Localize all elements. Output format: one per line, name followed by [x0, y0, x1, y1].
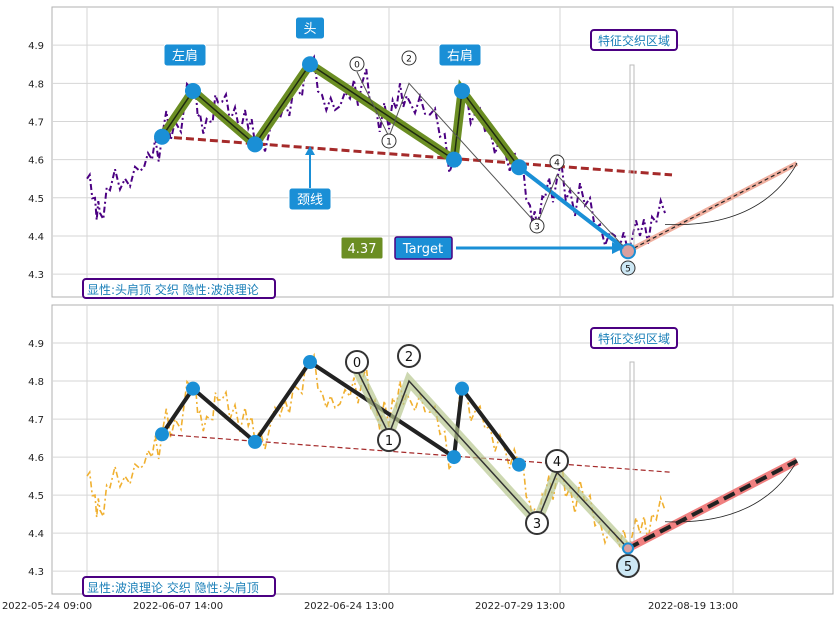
hs-node — [247, 136, 263, 153]
hs-node — [511, 159, 527, 176]
wave-label-0: 0 — [354, 61, 360, 71]
wave-label-circle — [381, 133, 397, 149]
corner-label-box — [82, 278, 276, 299]
hs-node — [248, 434, 262, 449]
hs-node — [455, 381, 469, 396]
x-tick-label: 2022-05-24 09:00 — [2, 601, 92, 612]
head-label: 头 — [303, 22, 316, 37]
right-shoulder-label-box — [438, 43, 482, 67]
x-axis: 2022-05-24 09:00 2022-06-07 14:00 2022-06-… — [2, 601, 738, 612]
target-node — [622, 542, 634, 555]
y-tick-label: 4.5 — [28, 491, 44, 502]
hs-node — [454, 82, 470, 99]
target-value-box — [340, 236, 384, 260]
wave-label-5: 5 — [625, 265, 631, 275]
y-tick-label: 4.4 — [28, 232, 44, 243]
y-tick-label: 4.7 — [28, 415, 44, 426]
zone-label-box — [590, 29, 678, 51]
target-label-box — [394, 236, 453, 260]
price-series — [86, 54, 666, 255]
projection-curve — [664, 460, 798, 523]
hs-node — [154, 128, 170, 145]
wave-line — [356, 369, 629, 549]
wave-label-circle — [345, 350, 369, 374]
left-shoulder-label: 左肩 — [172, 48, 198, 64]
wave-label-circle — [545, 449, 569, 473]
wave-label-4: 4 — [554, 159, 560, 169]
wave-label-0: 0 — [353, 356, 361, 371]
wave-label-circle — [616, 554, 640, 578]
wave-label-circle — [401, 50, 417, 66]
y-tick-label: 4.9 — [28, 339, 44, 350]
projection-line — [627, 162, 798, 252]
neckline-pointer-head — [305, 146, 315, 155]
y-tick-label: 4.8 — [28, 79, 44, 90]
hs-node — [186, 381, 200, 396]
hs-node — [302, 56, 318, 73]
wave-label-4: 4 — [553, 455, 561, 470]
target-arrow-head — [612, 242, 624, 254]
target-label: Target — [402, 242, 443, 257]
hs-node — [303, 355, 317, 370]
right-shoulder-label: 右肩 — [447, 48, 473, 64]
head-label-box — [295, 16, 325, 40]
x-tick-label: 2022-06-07 14:00 — [133, 601, 223, 612]
y-tick-label: 4.6 — [28, 453, 44, 464]
x-tick-label: 2022-08-19 13:00 — [648, 601, 738, 612]
wave-label-1: 1 — [386, 138, 392, 148]
wave-label-2: 2 — [406, 55, 412, 65]
wave-label-3: 3 — [534, 223, 540, 233]
wave-label-circle — [549, 154, 565, 170]
y-tick-label: 4.3 — [28, 270, 44, 281]
wave-label-circle — [620, 260, 636, 276]
hs-node — [446, 151, 462, 168]
wave-label-5: 5 — [624, 560, 632, 575]
wave-label-circle — [377, 428, 401, 452]
x-tick-label: 2022-07-29 13:00 — [475, 601, 565, 612]
wave-label-3: 3 — [533, 517, 541, 532]
target-projection — [517, 165, 630, 253]
neckline — [161, 433, 673, 473]
y-tick-label: 4.4 — [28, 529, 44, 540]
wave-line — [356, 71, 629, 252]
y-tick-label: 4.5 — [28, 194, 44, 205]
y-tick-label: 4.6 — [28, 156, 44, 167]
wave-label-2: 2 — [405, 350, 413, 365]
x-tick-label: 2022-06-24 13:00 — [304, 601, 394, 612]
hs-node — [155, 427, 169, 442]
left-shoulder-label-box — [163, 43, 207, 67]
corner-label: 显性:头肩顶 交织 隐性:波浪理论 — [87, 282, 259, 297]
hs-node — [185, 82, 201, 99]
target-node — [620, 243, 636, 260]
zone-label-box — [590, 327, 678, 349]
projection-line — [627, 459, 798, 551]
target-value: 4.37 — [348, 242, 377, 257]
neckline-label: 颈线 — [297, 193, 323, 208]
corner-label: 显性:波浪理论 交织 隐性:头肩顶 — [87, 580, 259, 595]
wave-label-circle — [525, 511, 549, 535]
y-tick-label: 4.8 — [28, 377, 44, 388]
wave-label-circle — [397, 344, 421, 368]
wave-label-1: 1 — [385, 434, 393, 449]
y-tick-label: 4.9 — [28, 41, 44, 52]
hs-node — [447, 450, 461, 465]
wave-label-circle — [529, 218, 545, 234]
bottom-panel: 4.3 4.4 4.5 4.6 4.7 4.8 4.9 0 1 2 3 4 5 特征交织区域显性:波浪理论… — [28, 304, 834, 597]
hs-node — [512, 457, 526, 472]
corner-label-box — [82, 576, 276, 597]
zone-label: 特征交织区域 — [598, 33, 670, 48]
top-panel: 4.3 4.4 4.5 4.6 4.7 4.8 4.9 0 1 2 3 4 5 特征交织区域显性:头肩顶 … — [28, 6, 834, 299]
y-tick-label: 4.7 — [28, 117, 44, 128]
zone-label: 特征交织区域 — [598, 331, 670, 346]
wave-label-circle — [349, 56, 365, 72]
projection-curve — [664, 163, 798, 226]
y-tick-label: 4.3 — [28, 567, 44, 578]
